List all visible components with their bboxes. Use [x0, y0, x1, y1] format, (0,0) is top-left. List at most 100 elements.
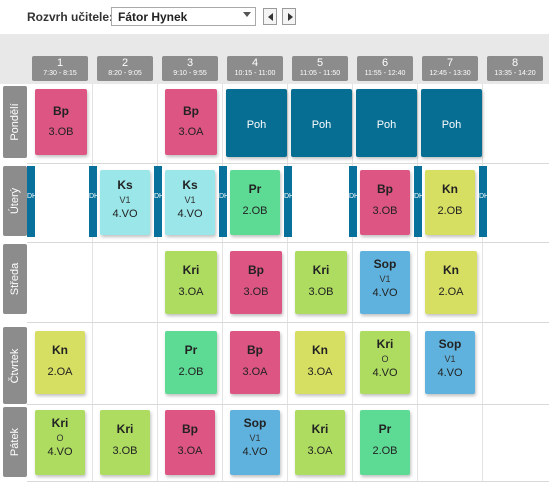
next-teacher-button[interactable]: [282, 8, 296, 25]
lesson-class: 2.OA: [47, 366, 73, 378]
lesson-class: 4.VO: [177, 208, 203, 220]
lesson-class: 2.OB: [372, 445, 398, 457]
dh-marker[interactable]: DH: [27, 166, 35, 237]
lesson-card[interactable]: Kri 3.OB: [295, 251, 347, 314]
lesson-card[interactable]: Pr 2.OB: [230, 170, 280, 235]
day-label-friday: Pátek: [3, 407, 27, 477]
dh-marker[interactable]: DH: [219, 166, 227, 237]
period-number: 1: [56, 57, 64, 69]
lesson-class: 4.VO: [47, 446, 73, 458]
day-label-thursday: Čtvrtek: [3, 327, 27, 404]
dh-marker[interactable]: DH: [349, 166, 357, 237]
lesson-card[interactable]: Sop V1 4.VO: [425, 331, 475, 394]
lesson-card[interactable]: Kn 3.OA: [295, 331, 345, 394]
lesson-card[interactable]: Bp 3.OA: [230, 331, 280, 394]
lesson-class: 3.OA: [177, 445, 203, 457]
period-header-1: 1 7:30 - 8:15: [32, 56, 88, 81]
grid-line: [27, 163, 549, 164]
lesson-group: V1: [119, 195, 131, 205]
period-number: 3: [186, 57, 194, 69]
teacher-select[interactable]: Fátor Hynek: [111, 7, 256, 26]
lesson-card[interactable]: Kn 2.OB: [425, 170, 475, 235]
lesson-subject: Poh: [441, 119, 462, 131]
lesson-subject: Sop: [243, 416, 267, 430]
day-label-text: Pátek: [9, 427, 21, 457]
lesson-card[interactable]: Poh: [421, 89, 482, 157]
lesson-card[interactable]: Kri 3.OA: [165, 251, 217, 314]
lesson-subject: Pr: [248, 182, 262, 196]
lesson-subject: Poh: [311, 119, 332, 131]
lesson-subject: Bp: [247, 343, 263, 357]
lesson-card[interactable]: Bp 3.OA: [165, 410, 215, 475]
period-time: 13:35 - 14:20: [494, 70, 536, 77]
lesson-card[interactable]: Ks V1 4.VO: [100, 170, 150, 235]
dh-label: DH: [414, 193, 422, 200]
period-time: 8:20 - 9:05: [108, 70, 142, 77]
period-number: 2: [121, 57, 129, 69]
grid-line: [482, 84, 483, 482]
dh-marker[interactable]: DH: [154, 166, 162, 237]
lesson-class: 3.OB: [372, 205, 398, 217]
day-label-text: Středa: [9, 262, 21, 296]
dh-label: DH: [27, 193, 35, 200]
lesson-card[interactable]: Kri 3.OA: [295, 410, 345, 475]
lesson-card[interactable]: Bp 3.OA: [165, 89, 217, 155]
lesson-card[interactable]: Kn 2.OA: [35, 331, 85, 394]
lesson-card[interactable]: Poh: [356, 89, 417, 157]
lesson-group: O: [56, 433, 64, 443]
lesson-subject: Kri: [116, 422, 134, 436]
dh-marker[interactable]: DH: [479, 166, 487, 237]
previous-teacher-button[interactable]: [263, 8, 277, 25]
lesson-card[interactable]: Poh: [291, 89, 352, 157]
lesson-class: 4.VO: [372, 287, 398, 299]
period-header-6: 6 11:55 - 12:40: [357, 56, 413, 81]
lesson-card[interactable]: Kri O 4.VO: [35, 410, 85, 475]
day-label-text: Pondělí: [9, 103, 21, 141]
lesson-card[interactable]: Bp 3.OB: [35, 89, 87, 155]
lesson-class: 3.OB: [112, 445, 138, 457]
period-time: 11:55 - 12:40: [364, 70, 406, 77]
toolbar: Rozvrh učitele: Fátor Hynek: [0, 0, 549, 34]
lesson-subject: Kn: [442, 182, 458, 196]
lesson-card[interactable]: Sop V1 4.VO: [230, 410, 280, 475]
period-number: 8: [511, 57, 519, 69]
lesson-class: 2.OB: [437, 205, 463, 217]
lesson-subject: Kri: [312, 263, 330, 277]
lesson-card[interactable]: Poh: [226, 89, 287, 157]
lesson-class: 4.VO: [242, 446, 268, 458]
period-time: 9:10 - 9:55: [173, 70, 207, 77]
dh-marker[interactable]: DH: [89, 166, 97, 237]
lesson-group: V1: [379, 274, 391, 284]
lesson-class: 3.OA: [242, 366, 268, 378]
period-time: 11:05 - 11:50: [299, 70, 341, 77]
lesson-card[interactable]: Pr 2.OB: [165, 331, 217, 394]
lesson-class: 3.OB: [308, 286, 334, 298]
lesson-card[interactable]: Kri O 4.VO: [360, 331, 410, 394]
lesson-subject: Poh: [376, 119, 397, 131]
dh-marker[interactable]: DH: [414, 166, 422, 237]
period-time: 12:45 - 13:30: [429, 70, 471, 77]
period-number: 7: [446, 57, 454, 69]
grid-line: [27, 242, 549, 243]
lesson-card[interactable]: Kn 2.OA: [425, 251, 477, 314]
lesson-subject: Kri: [376, 337, 394, 351]
lesson-card[interactable]: Pr 2.OB: [360, 410, 410, 475]
arrow-right-icon: [288, 13, 293, 21]
period-number: 5: [316, 57, 324, 69]
lesson-class: 4.VO: [112, 208, 138, 220]
lesson-subject: Kri: [51, 416, 69, 430]
lesson-class: 4.VO: [372, 367, 398, 379]
dh-marker[interactable]: DH: [284, 166, 292, 237]
lesson-class: 4.VO: [437, 367, 463, 379]
lesson-card[interactable]: Bp 3.OB: [230, 251, 282, 314]
lesson-card[interactable]: Sop V1 4.VO: [360, 251, 410, 314]
lesson-subject: Ks: [117, 178, 133, 192]
lesson-subject: Kri: [182, 263, 200, 277]
lesson-class: 3.OA: [307, 445, 333, 457]
period-header-4: 4 10:15 - 11:00: [227, 56, 283, 81]
lesson-group: V1: [184, 195, 196, 205]
lesson-card[interactable]: Bp 3.OB: [360, 170, 410, 235]
lesson-group: V1: [444, 354, 456, 364]
lesson-card[interactable]: Kri 3.OB: [100, 410, 150, 475]
lesson-card[interactable]: Ks V1 4.VO: [165, 170, 215, 235]
